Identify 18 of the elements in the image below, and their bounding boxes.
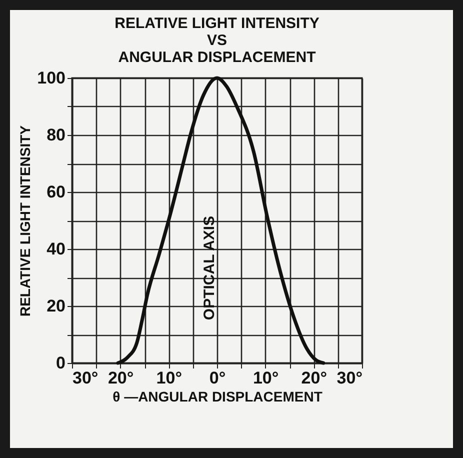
x-tick-label: 20° bbox=[108, 368, 134, 388]
y-tick-label: 40 bbox=[46, 240, 66, 258]
x-tick-label: 30° bbox=[72, 368, 98, 388]
y-tick-label: 80 bbox=[46, 126, 66, 144]
x-axis-title: θ —ANGULAR DISPLACEMENT bbox=[112, 388, 323, 404]
y-axis-title: RELATIVE LIGHT INTENSITY bbox=[17, 124, 34, 317]
x-tick-label: 10° bbox=[252, 368, 279, 388]
y-tick-label: 100 bbox=[37, 68, 66, 88]
x-tick-label: 0° bbox=[209, 368, 226, 388]
x-tick-label: 10° bbox=[156, 368, 182, 388]
y-tick-label: 20 bbox=[46, 296, 66, 316]
y-tick-label: 0 bbox=[56, 354, 66, 372]
y-tick-label: 60 bbox=[46, 182, 66, 202]
line-series bbox=[116, 76, 326, 365]
x-tick-label: 30° bbox=[336, 368, 363, 388]
chart-title: RELATIVE LIGHT INTENSITY VS ANGULAR DISPLACEMENT bbox=[114, 15, 320, 66]
x-tick-label: 20° bbox=[301, 368, 328, 388]
annotation: OPTICAL AXIS bbox=[201, 216, 218, 320]
